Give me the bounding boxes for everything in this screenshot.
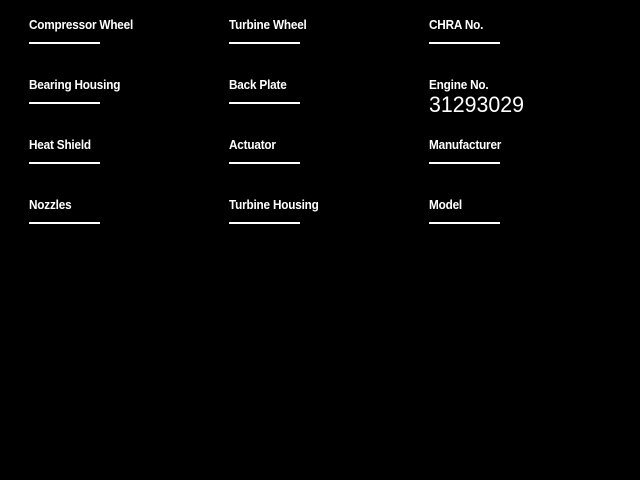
field-underline[interactable] [229, 222, 300, 224]
field-turbine-housing[interactable]: Turbine Housing [229, 198, 419, 224]
field-label: Engine No. [429, 78, 489, 92]
field-model[interactable]: Model [429, 198, 619, 224]
field-compressor-wheel[interactable]: Compressor Wheel [29, 18, 219, 44]
field-underline[interactable] [429, 162, 500, 164]
field-label: Model [429, 198, 463, 212]
field-underline[interactable] [429, 222, 500, 224]
field-underline[interactable] [229, 102, 300, 104]
field-label: Manufacturer [429, 138, 502, 152]
field-underline[interactable] [29, 222, 100, 224]
field-manufacturer[interactable]: Manufacturer [429, 138, 619, 164]
field-value-engine-no[interactable]: 31293029 [429, 92, 524, 117]
field-label: CHRA No. [429, 18, 484, 32]
field-underline[interactable] [429, 42, 500, 44]
field-underline[interactable] [29, 162, 100, 164]
field-label: Actuator [229, 138, 276, 152]
field-label: Bearing Housing [29, 78, 121, 92]
field-bearing-housing[interactable]: Bearing Housing [29, 78, 219, 104]
field-underline[interactable] [229, 42, 300, 44]
field-underline[interactable] [229, 162, 300, 164]
field-label: Turbine Wheel [229, 18, 307, 32]
field-label: Back Plate [229, 78, 287, 92]
field-underline[interactable] [29, 102, 100, 104]
field-actuator[interactable]: Actuator [229, 138, 419, 164]
field-heat-shield[interactable]: Heat Shield [29, 138, 219, 164]
field-nozzles[interactable]: Nozzles [29, 198, 219, 224]
field-underline[interactable] [29, 42, 100, 44]
field-label: Heat Shield [29, 138, 91, 152]
field-engine-no[interactable]: Engine No. 31293029 [429, 78, 619, 116]
field-label: Compressor Wheel [29, 18, 134, 32]
field-back-plate[interactable]: Back Plate [229, 78, 419, 104]
field-label: Nozzles [29, 198, 72, 212]
field-label: Turbine Housing [229, 198, 319, 212]
field-turbine-wheel[interactable]: Turbine Wheel [229, 18, 419, 44]
field-chra-no[interactable]: CHRA No. [429, 18, 619, 44]
